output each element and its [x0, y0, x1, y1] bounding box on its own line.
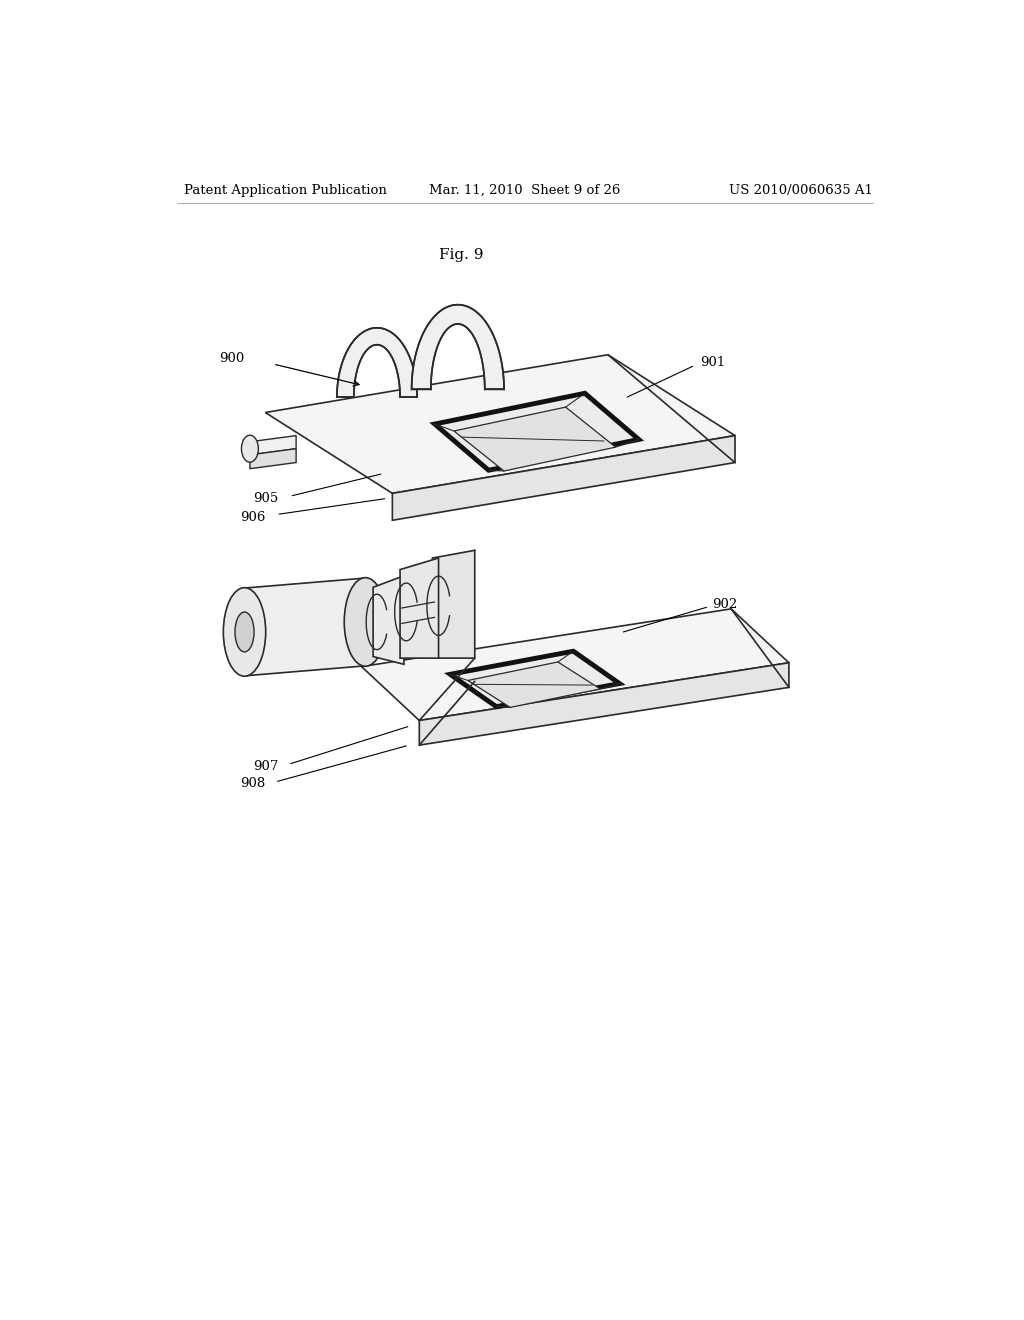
Polygon shape — [432, 550, 475, 659]
Ellipse shape — [344, 578, 387, 667]
Text: Mar. 11, 2010  Sheet 9 of 26: Mar. 11, 2010 Sheet 9 of 26 — [429, 185, 621, 197]
Polygon shape — [245, 578, 366, 676]
Polygon shape — [435, 393, 639, 470]
Polygon shape — [400, 558, 438, 659]
Polygon shape — [373, 576, 403, 664]
Text: US 2010/0060635 A1: US 2010/0060635 A1 — [728, 185, 872, 197]
Polygon shape — [392, 436, 735, 520]
Text: Patent Application Publication: Patent Application Publication — [184, 185, 387, 197]
Text: 902: 902 — [712, 598, 737, 611]
Ellipse shape — [223, 587, 265, 676]
Text: 908: 908 — [240, 777, 265, 791]
Text: 901: 901 — [700, 356, 726, 370]
Polygon shape — [250, 449, 296, 469]
Polygon shape — [468, 663, 600, 708]
Text: 906: 906 — [240, 511, 265, 524]
Polygon shape — [250, 436, 296, 455]
Polygon shape — [265, 355, 735, 494]
Polygon shape — [451, 651, 620, 706]
Text: Fig. 9: Fig. 9 — [439, 248, 484, 261]
Polygon shape — [419, 663, 788, 744]
Polygon shape — [337, 327, 417, 397]
Polygon shape — [454, 407, 615, 471]
Ellipse shape — [242, 436, 258, 462]
Text: 905: 905 — [253, 492, 279, 506]
Text: 907: 907 — [253, 760, 279, 774]
Polygon shape — [412, 305, 504, 389]
Polygon shape — [361, 609, 788, 721]
Ellipse shape — [234, 612, 254, 652]
Text: 900: 900 — [219, 352, 245, 366]
